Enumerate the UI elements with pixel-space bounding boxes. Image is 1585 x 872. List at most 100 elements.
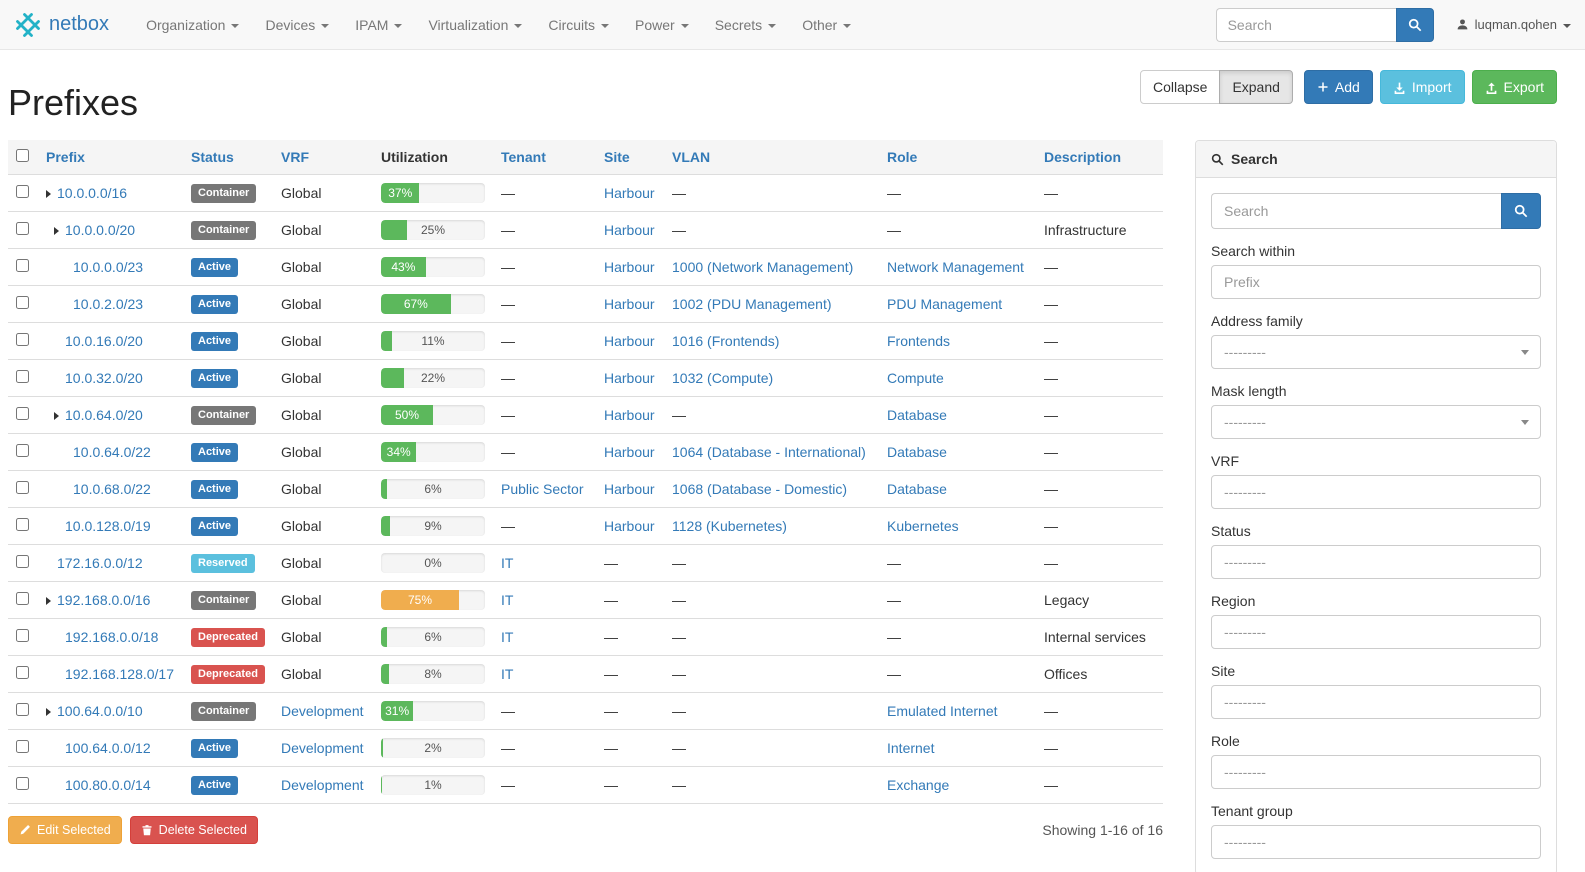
prefix-link[interactable]: 10.0.0.0/16 bbox=[57, 185, 128, 201]
row-checkbox[interactable] bbox=[16, 629, 29, 642]
sidebar-search-button[interactable] bbox=[1501, 193, 1541, 229]
delete-selected-button[interactable]: Delete Selected bbox=[129, 816, 258, 844]
filter-mask-length-input[interactable] bbox=[1211, 405, 1541, 439]
column-header-status[interactable]: Status bbox=[183, 140, 273, 175]
prefix-link[interactable]: 192.168.0.0/18 bbox=[65, 629, 159, 645]
prefix-link[interactable]: 10.0.32.0/20 bbox=[65, 370, 143, 386]
sidebar-search-input[interactable] bbox=[1211, 193, 1501, 229]
vlan-link[interactable]: 1064 (Database - International) bbox=[672, 444, 866, 460]
site-link[interactable]: Harbour bbox=[604, 370, 655, 386]
vrf-link[interactable]: Development bbox=[281, 703, 364, 719]
netbox-brand[interactable]: netbox bbox=[14, 11, 109, 39]
add-button[interactable]: Add bbox=[1303, 70, 1373, 104]
site-link[interactable]: Harbour bbox=[604, 333, 655, 349]
filter-tenant-group-input[interactable] bbox=[1211, 825, 1541, 859]
row-checkbox[interactable] bbox=[16, 333, 29, 346]
role-link[interactable]: Network Management bbox=[887, 259, 1024, 275]
tenant-link[interactable]: IT bbox=[501, 555, 514, 571]
site-link[interactable]: Harbour bbox=[604, 444, 655, 460]
role-link[interactable]: Exchange bbox=[887, 777, 950, 793]
row-checkbox[interactable] bbox=[16, 703, 29, 716]
row-checkbox[interactable] bbox=[16, 740, 29, 753]
expand-caret-icon[interactable] bbox=[46, 708, 51, 716]
row-checkbox[interactable] bbox=[16, 555, 29, 568]
filter-region-input[interactable] bbox=[1211, 615, 1541, 649]
site-link[interactable]: Harbour bbox=[604, 481, 655, 497]
role-link[interactable]: Database bbox=[887, 444, 947, 460]
user-menu[interactable]: luqman.qohen bbox=[1456, 17, 1571, 32]
prefix-link[interactable]: 10.0.0.0/20 bbox=[65, 222, 136, 238]
vlan-link[interactable]: 1032 (Compute) bbox=[672, 370, 774, 386]
row-checkbox[interactable] bbox=[16, 777, 29, 790]
expand-caret-icon[interactable] bbox=[54, 227, 59, 235]
prefix-link[interactable]: 10.0.68.0/22 bbox=[73, 481, 151, 497]
tenant-link[interactable]: IT bbox=[501, 592, 514, 608]
expand-caret-icon[interactable] bbox=[46, 190, 51, 198]
column-header-role[interactable]: Role bbox=[879, 140, 1036, 175]
tenant-link[interactable]: IT bbox=[501, 666, 514, 682]
collapse-button[interactable]: Collapse bbox=[1139, 70, 1221, 104]
row-checkbox[interactable] bbox=[16, 259, 29, 272]
expand-button[interactable]: Expand bbox=[1219, 70, 1293, 104]
row-checkbox[interactable] bbox=[16, 296, 29, 309]
nav-menu-other[interactable]: Other bbox=[789, 0, 864, 50]
role-link[interactable]: Database bbox=[887, 481, 947, 497]
site-link[interactable]: Harbour bbox=[604, 407, 655, 423]
vlan-link[interactable]: 1002 (PDU Management) bbox=[672, 296, 832, 312]
filter-address-family-input[interactable] bbox=[1211, 335, 1541, 369]
column-header-tenant[interactable]: Tenant bbox=[493, 140, 596, 175]
role-link[interactable]: PDU Management bbox=[887, 296, 1003, 312]
prefix-link[interactable]: 10.0.2.0/23 bbox=[73, 296, 144, 312]
vlan-link[interactable]: 1000 (Network Management) bbox=[672, 259, 854, 275]
import-button[interactable]: Import bbox=[1379, 70, 1465, 104]
row-checkbox[interactable] bbox=[16, 370, 29, 383]
tenant-link[interactable]: IT bbox=[501, 629, 514, 645]
edit-selected-button[interactable]: Edit Selected bbox=[8, 816, 122, 844]
role-link[interactable]: Emulated Internet bbox=[887, 703, 998, 719]
row-checkbox[interactable] bbox=[16, 518, 29, 531]
prefix-link[interactable]: 192.168.0.0/16 bbox=[57, 592, 151, 608]
column-header-vrf[interactable]: VRF bbox=[273, 140, 373, 175]
site-link[interactable]: Harbour bbox=[604, 185, 655, 201]
nav-menu-circuits[interactable]: Circuits bbox=[535, 0, 622, 50]
row-checkbox[interactable] bbox=[16, 592, 29, 605]
filter-search-within-input[interactable] bbox=[1211, 265, 1541, 299]
nav-menu-ipam[interactable]: IPAM bbox=[342, 0, 415, 50]
prefix-link[interactable]: 10.0.16.0/20 bbox=[65, 333, 143, 349]
vlan-link[interactable]: 1016 (Frontends) bbox=[672, 333, 780, 349]
site-link[interactable]: Harbour bbox=[604, 259, 655, 275]
prefix-link[interactable]: 10.0.0.0/23 bbox=[73, 259, 144, 275]
role-link[interactable]: Kubernetes bbox=[887, 518, 959, 534]
row-checkbox[interactable] bbox=[16, 666, 29, 679]
role-link[interactable]: Compute bbox=[887, 370, 944, 386]
navbar-search-button[interactable] bbox=[1395, 7, 1434, 42]
prefix-link[interactable]: 192.168.128.0/17 bbox=[65, 666, 174, 682]
prefix-link[interactable]: 10.0.64.0/20 bbox=[65, 407, 143, 423]
role-link[interactable]: Database bbox=[887, 407, 947, 423]
column-header-vlan[interactable]: VLAN bbox=[664, 140, 879, 175]
filter-role-input[interactable] bbox=[1211, 755, 1541, 789]
vlan-link[interactable]: 1068 (Database - Domestic) bbox=[672, 481, 848, 497]
site-link[interactable]: Harbour bbox=[604, 518, 655, 534]
role-link[interactable]: Internet bbox=[887, 740, 935, 756]
row-checkbox[interactable] bbox=[16, 185, 29, 198]
row-checkbox[interactable] bbox=[16, 222, 29, 235]
nav-menu-power[interactable]: Power bbox=[622, 0, 702, 50]
expand-caret-icon[interactable] bbox=[54, 412, 59, 420]
prefix-link[interactable]: 10.0.64.0/22 bbox=[73, 444, 151, 460]
filter-site-input[interactable] bbox=[1211, 685, 1541, 719]
vlan-link[interactable]: 1128 (Kubernetes) bbox=[672, 518, 787, 534]
nav-menu-virtualization[interactable]: Virtualization bbox=[415, 0, 535, 50]
nav-menu-devices[interactable]: Devices bbox=[252, 0, 342, 50]
nav-menu-organization[interactable]: Organization bbox=[133, 0, 252, 50]
export-button[interactable]: Export bbox=[1471, 70, 1557, 104]
prefix-link[interactable]: 100.64.0.0/12 bbox=[65, 740, 151, 756]
prefix-link[interactable]: 100.80.0.0/14 bbox=[65, 777, 151, 793]
site-link[interactable]: Harbour bbox=[604, 296, 655, 312]
vrf-link[interactable]: Development bbox=[281, 777, 364, 793]
column-header-description[interactable]: Description bbox=[1036, 140, 1163, 175]
nav-menu-secrets[interactable]: Secrets bbox=[702, 0, 789, 50]
vrf-link[interactable]: Development bbox=[281, 740, 364, 756]
column-header-prefix[interactable]: Prefix bbox=[38, 140, 183, 175]
row-checkbox[interactable] bbox=[16, 444, 29, 457]
